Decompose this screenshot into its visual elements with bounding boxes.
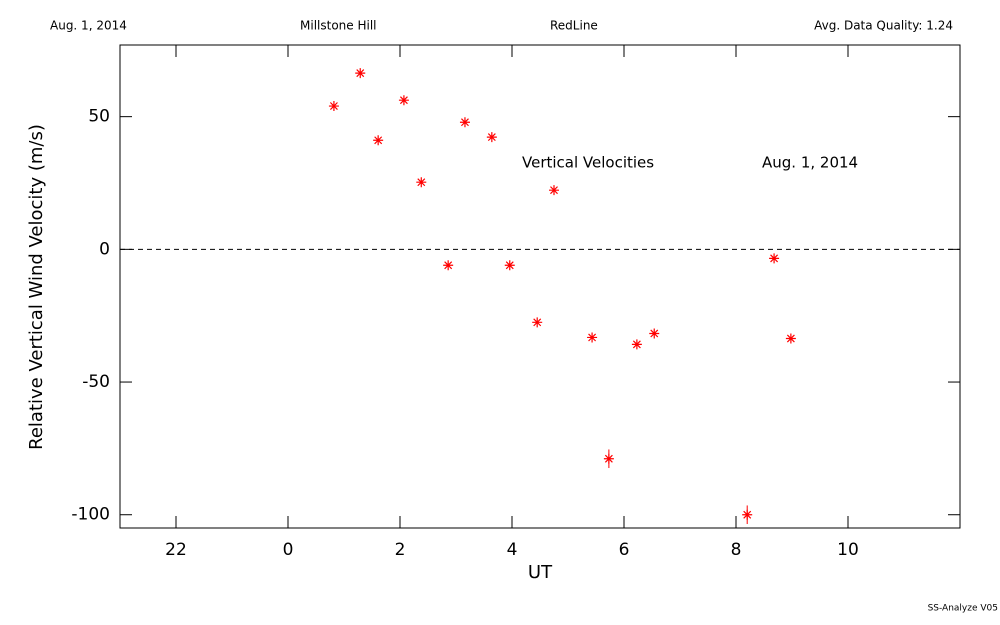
data-point <box>549 185 559 196</box>
x-tick-label: 6 <box>619 540 630 560</box>
header-site: Millstone Hill <box>300 19 376 33</box>
header-date: Aug. 1, 2014 <box>50 19 127 33</box>
data-point <box>416 177 427 188</box>
data-point <box>486 132 497 143</box>
data-point <box>532 317 543 328</box>
x-tick-label: 4 <box>507 540 518 560</box>
annotation: Aug. 1, 2014 <box>762 154 858 172</box>
y-tick-label: -50 <box>82 372 110 392</box>
data-point <box>398 95 409 106</box>
data-point <box>631 339 642 350</box>
annotation: Vertical Velocities <box>522 154 654 172</box>
y-tick-label: 0 <box>99 239 110 259</box>
data-point <box>649 328 660 339</box>
data-point <box>587 332 598 343</box>
x-tick-label: 2 <box>395 540 406 560</box>
x-tick-label: 8 <box>731 540 742 560</box>
data-point <box>603 453 614 464</box>
header-quality: Avg. Data Quality: 1.24 <box>814 19 953 33</box>
x-tick-label: 22 <box>165 540 187 560</box>
data-point <box>443 260 454 271</box>
x-tick-label: 0 <box>283 540 294 560</box>
header-line: RedLine <box>550 19 598 33</box>
data-point <box>459 117 470 128</box>
data-point <box>742 509 753 520</box>
data-point <box>328 101 339 112</box>
y-tick-label: 50 <box>88 107 110 127</box>
plot-frame <box>119 44 961 529</box>
y-axis-label: Relative Vertical Wind Velocity (m/s) <box>26 124 47 450</box>
y-tick-label: -100 <box>71 505 110 525</box>
data-point <box>355 68 366 79</box>
data-point <box>769 253 780 264</box>
data-point <box>373 135 384 146</box>
x-axis-label: UT <box>528 562 553 583</box>
x-tick-label: 10 <box>837 540 859 560</box>
data-point <box>785 333 796 344</box>
data-point <box>504 260 515 271</box>
footer: SS-Analyze V05 <box>928 604 998 614</box>
